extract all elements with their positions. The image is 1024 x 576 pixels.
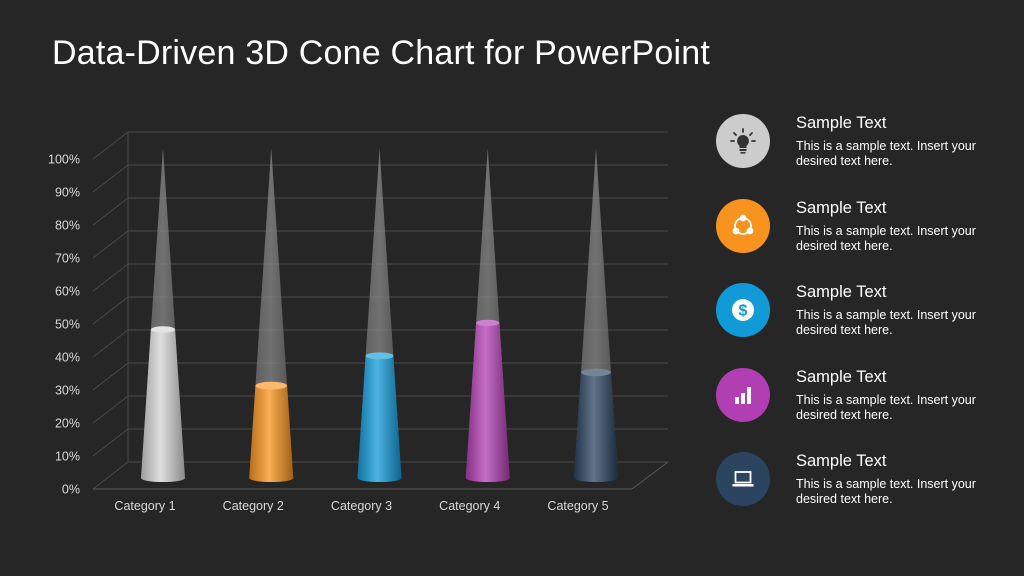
legend-description: This is a sample text. Insert your desir… xyxy=(796,308,976,337)
gridline-side xyxy=(92,230,129,259)
y-tick-label: 10% xyxy=(55,450,80,464)
cone-value-fill xyxy=(357,355,402,482)
x-axis-categories: Category 1 Category 2 Category 3 Category 4… xyxy=(114,499,608,513)
dollar-icon: $ xyxy=(716,283,770,337)
gridline-side xyxy=(92,197,129,226)
legend-heading: Sample Text xyxy=(796,114,887,132)
slide-title: Data-Driven 3D Cone Chart for PowerPoint xyxy=(52,34,711,72)
x-category-label: Category 4 xyxy=(439,499,500,513)
y-tick-label: 90% xyxy=(55,186,80,200)
svg-text:$: $ xyxy=(739,303,748,320)
cone-top-cap xyxy=(255,381,288,390)
legend-description: This is a sample text. Insert your desir… xyxy=(796,224,976,253)
y-tick-label: 60% xyxy=(55,285,80,299)
legend-heading: Sample Text xyxy=(796,199,887,217)
legend-heading: Sample Text xyxy=(796,283,887,301)
y-tick-label: 40% xyxy=(55,351,80,365)
network-icon xyxy=(716,199,770,253)
cone-1 xyxy=(141,148,185,482)
cone-top-cap xyxy=(150,326,176,333)
legend-description: This is a sample text. Insert your desir… xyxy=(796,139,976,168)
y-tick-label: 100% xyxy=(48,153,80,167)
y-tick-label: 0% xyxy=(62,483,80,497)
gridline-side xyxy=(92,131,129,160)
cone-5 xyxy=(574,148,618,482)
legend-description: This is a sample text. Insert your desir… xyxy=(796,477,976,506)
cone-2 xyxy=(249,148,294,482)
legend-item-5: Sample Text This is a sample text. Inser… xyxy=(716,452,1016,512)
cone-3 xyxy=(357,148,402,482)
cone-value-fill xyxy=(465,322,510,482)
cone-value-fill xyxy=(141,329,185,482)
gridline-side xyxy=(92,164,129,193)
y-axis-ticks: 0% 10% 20% 30% 40% 50% 60% 70% 80% 90% 100% xyxy=(48,153,80,497)
legend-item-3: $ Sample Text This is a sample text. Ins… xyxy=(716,283,1016,343)
cone-value-fill xyxy=(249,385,294,482)
gridline-side xyxy=(92,362,129,391)
gridline-side xyxy=(92,428,129,457)
cone-chart: 0% 10% 20% 30% 40% 50% 60% 70% 80% 90% 100% Catego… xyxy=(48,131,669,513)
x-category-label: Category 5 xyxy=(547,499,608,513)
gridline-side xyxy=(92,461,129,490)
y-tick-label: 30% xyxy=(55,384,80,398)
cone-value-fill xyxy=(574,372,618,482)
cone-top-cap xyxy=(476,319,500,327)
cone-4 xyxy=(465,148,510,482)
x-category-label: Category 2 xyxy=(223,499,284,513)
y-tick-label: 70% xyxy=(55,252,80,266)
gridline-side xyxy=(92,263,129,292)
floor-side-edge xyxy=(631,461,669,490)
y-tick-label: 50% xyxy=(55,318,80,332)
legend-heading: Sample Text xyxy=(796,452,887,470)
legend-item-1: Sample Text This is a sample text. Inser… xyxy=(716,114,1016,174)
cone-top-cap xyxy=(581,368,611,377)
cone-series xyxy=(141,148,618,482)
lightbulb-icon xyxy=(716,114,770,168)
x-category-label: Category 3 xyxy=(331,499,392,513)
legend-heading: Sample Text xyxy=(796,368,887,386)
legend-description: This is a sample text. Insert your desir… xyxy=(796,393,976,422)
gridline-side xyxy=(92,296,129,325)
legend-item-2: Sample Text This is a sample text. Inser… xyxy=(716,199,1016,259)
laptop-icon xyxy=(716,452,770,506)
legend-item-4: Sample Text This is a sample text. Inser… xyxy=(716,368,1016,428)
gridline-side xyxy=(92,395,129,424)
y-tick-label: 20% xyxy=(55,417,80,431)
y-tick-label: 80% xyxy=(55,219,80,233)
cone-top-cap xyxy=(365,352,394,360)
gridline-side xyxy=(92,329,129,358)
bar-chart-icon xyxy=(716,368,770,422)
x-category-label: Category 1 xyxy=(114,499,175,513)
